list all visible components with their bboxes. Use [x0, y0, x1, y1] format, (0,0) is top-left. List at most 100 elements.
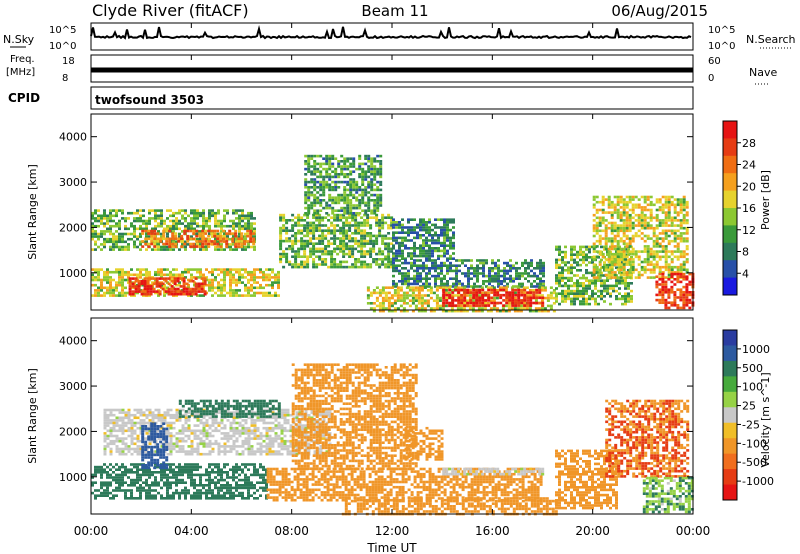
- heatmap-cell: [303, 224, 307, 227]
- heatmap-cell: [401, 241, 404, 245]
- heatmap-cell: [182, 287, 186, 291]
- heatmap-cell: [398, 226, 401, 229]
- heatmap-cell: [667, 296, 671, 299]
- heatmap-cell: [279, 260, 283, 264]
- heatmap-cell: [163, 268, 166, 271]
- heatmap-cell: [655, 213, 659, 217]
- heatmap-cell: [514, 288, 518, 292]
- heatmap-cell: [376, 173, 380, 176]
- heatmap-cell: [169, 442, 173, 446]
- heatmap-cell: [576, 284, 579, 288]
- heatmap-cell: [616, 234, 620, 238]
- heatmap-cell: [157, 429, 161, 433]
- heatmap-cell: [625, 276, 629, 279]
- heatmap-cell: [145, 273, 148, 277]
- heatmap-cell: [634, 195, 638, 199]
- heatmap-cell: [324, 252, 328, 256]
- heatmap-cell: [619, 216, 623, 220]
- heatmap-cell: [367, 204, 371, 207]
- heatmap-cell: [661, 250, 665, 253]
- heatmap-cell: [330, 258, 334, 261]
- heatmap-cell: [144, 242, 148, 246]
- heatmap-cell: [685, 239, 689, 243]
- heatmap-cell: [466, 288, 470, 292]
- heatmap-cell: [288, 219, 292, 222]
- heatmap-cell: [192, 245, 196, 248]
- heatmap-cell: [431, 247, 434, 250]
- heatmap-cell: [103, 286, 106, 290]
- heatmap-cell: [622, 226, 626, 230]
- heatmap-cell: [667, 288, 671, 291]
- heatmap-cell: [643, 200, 647, 204]
- heatmap-cell: [592, 265, 596, 269]
- heatmap-cell: [480, 286, 484, 289]
- heatmap-cell: [103, 411, 107, 414]
- heatmap-cell: [199, 268, 202, 271]
- heatmap-cell: [100, 281, 103, 284]
- heatmap-cell: [643, 216, 647, 220]
- heatmap-cell: [124, 445, 128, 448]
- heatmap-cell: [349, 212, 353, 215]
- heatmap-cell: [190, 432, 194, 435]
- heatmap-cell: [646, 234, 650, 238]
- heatmap-cell: [376, 206, 380, 210]
- heatmap-cell: [226, 235, 229, 238]
- heatmap-cell: [315, 263, 319, 266]
- heatmap-cell: [369, 232, 373, 235]
- heatmap-cell: [570, 271, 573, 275]
- heatmap-cell: [351, 250, 355, 253]
- heatmap-cell: [324, 245, 328, 248]
- heatmap-cell: [469, 299, 473, 302]
- heatmap-cell: [595, 265, 599, 269]
- heatmap-cell: [670, 219, 674, 222]
- heatmap-cell: [297, 250, 301, 253]
- heatmap-cell: [213, 240, 217, 243]
- heatmap-cell: [518, 272, 521, 275]
- heatmap-cell: [627, 269, 630, 272]
- heatmap-cell: [345, 234, 349, 238]
- heatmap-cell: [649, 268, 653, 272]
- heatmap-cell: [178, 248, 181, 251]
- heatmap-cell: [175, 437, 179, 440]
- heatmap-cell: [628, 271, 632, 274]
- heatmap-cell: [312, 247, 316, 251]
- heatmap-cell: [417, 309, 421, 313]
- heatmap-cell: [497, 280, 500, 283]
- heatmap-cell: [428, 259, 431, 262]
- heatmap-cell: [664, 198, 668, 201]
- nsky-strip: N.Sky 10^5 10^0 10^5 10^0 N.Search: [3, 22, 796, 52]
- heatmap-cell: [300, 216, 304, 219]
- heatmap-cell: [354, 239, 358, 243]
- heatmap-cell: [184, 416, 188, 420]
- heatmap-cell: [97, 278, 100, 282]
- heatmap-cell: [103, 217, 106, 220]
- heatmap-cell: [182, 277, 186, 280]
- heatmap-cell: [570, 245, 573, 249]
- heatmap-cell: [328, 178, 332, 181]
- heatmap-cell: [363, 239, 367, 243]
- heatmap-cell: [351, 265, 355, 269]
- heatmap-cell: [688, 293, 692, 297]
- heatmap-cell: [208, 232, 211, 236]
- heatmap-cell: [423, 294, 427, 297]
- heatmap-cell: [232, 273, 235, 277]
- heatmap-cell: [91, 248, 94, 251]
- heatmap-cell: [310, 180, 314, 184]
- heatmap-cell: [312, 265, 316, 269]
- heatmap-cell: [530, 274, 533, 278]
- heatmap-cell: [655, 260, 659, 264]
- heatmap-cell: [549, 291, 553, 295]
- heatmap-cell: [570, 292, 573, 295]
- heatmap-cell: [154, 442, 158, 446]
- heatmap-cell: [542, 269, 545, 273]
- heatmap-cell: [506, 272, 509, 275]
- heatmap-cell: [313, 165, 317, 168]
- heatmap-cell: [373, 178, 377, 181]
- heatmap-cell: [429, 291, 433, 295]
- heatmap-cell: [94, 209, 97, 212]
- heatmap-cell: [518, 274, 521, 278]
- heatmap-cell: [664, 195, 668, 199]
- heatmap-cell: [352, 193, 356, 197]
- heatmap-cell: [367, 196, 371, 199]
